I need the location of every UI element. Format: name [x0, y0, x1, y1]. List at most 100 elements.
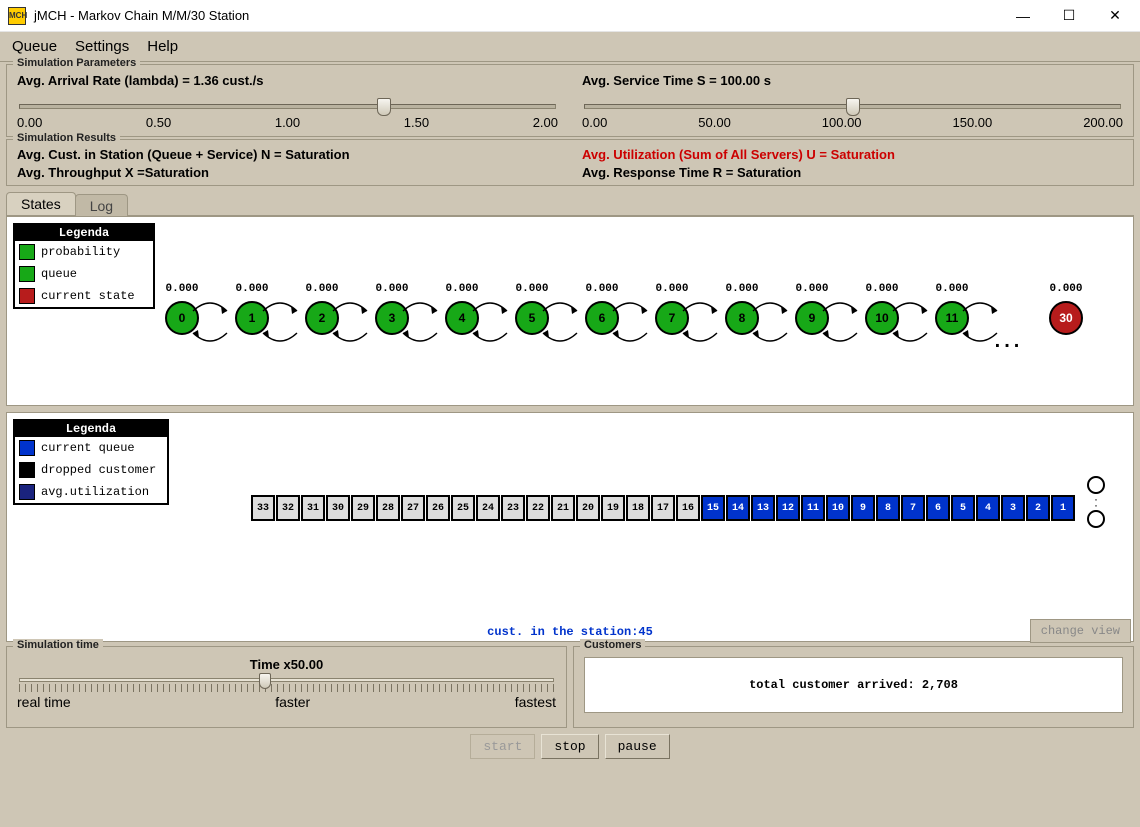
tick-label: 50.00: [698, 115, 731, 130]
markov-state: 0.0003: [357, 283, 427, 373]
start-button[interactable]: start: [470, 734, 535, 759]
queue-slot: 6: [926, 495, 950, 521]
legend-label: dropped customer: [41, 463, 156, 477]
state-probability: 0.000: [375, 283, 408, 295]
markov-state: 0.0006: [567, 283, 637, 373]
frame-title: Simulation time: [13, 639, 103, 651]
markov-state: 0.0001: [217, 283, 287, 373]
simulation-time-panel: Simulation time Time x50.00 real time fa…: [6, 646, 567, 728]
queue-slot: 22: [526, 495, 550, 521]
legend-row: probability: [15, 241, 153, 263]
queue-slot: 24: [476, 495, 500, 521]
markov-state: 0.0004: [427, 283, 497, 373]
legend-row: current queue: [15, 437, 167, 459]
tick-label: 1.50: [404, 115, 429, 130]
queue-slot: 14: [726, 495, 750, 521]
queue-slot: 31: [301, 495, 325, 521]
queue-slot: 11: [801, 495, 825, 521]
close-button[interactable]: ✕: [1092, 1, 1138, 31]
tick-label: 100.00: [822, 115, 862, 130]
control-buttons: start stop pause: [0, 734, 1140, 759]
tabs: States Log: [6, 192, 1134, 216]
customers-in-station: cust. in the station:45: [487, 625, 653, 639]
maximize-button[interactable]: ☐: [1046, 1, 1092, 31]
markov-state: 0.0002: [287, 283, 357, 373]
service-slider-thumb[interactable]: [846, 98, 860, 116]
queue-slot: 26: [426, 495, 450, 521]
legend-title: Legenda: [15, 421, 167, 437]
menubar: Queue Settings Help: [0, 32, 1140, 62]
state-probability: 0.000: [725, 283, 758, 295]
queue-slot: 8: [876, 495, 900, 521]
state-probability: 0.000: [655, 283, 688, 295]
frame-title: Simulation Results: [13, 132, 120, 144]
tick-label: 0.00: [17, 115, 42, 130]
stop-button[interactable]: stop: [541, 734, 598, 759]
lambda-slider-thumb[interactable]: [377, 98, 391, 116]
tick-label: 2.00: [533, 115, 558, 130]
service-slider[interactable]: [584, 104, 1121, 109]
result-X: Avg. Throughput X =Saturation: [17, 164, 558, 182]
time-label-left: real time: [17, 694, 71, 710]
queue-slot: 21: [551, 495, 575, 521]
chain-legend: Legenda probabilityqueuecurrent state: [13, 223, 155, 309]
queue-slot: 33: [251, 495, 275, 521]
tick-label: 0.00: [582, 115, 607, 130]
queue-slot: 10: [826, 495, 850, 521]
time-slider-thumb[interactable]: [259, 673, 271, 689]
legend-label: current queue: [41, 441, 135, 455]
tick-label: 200.00: [1083, 115, 1123, 130]
change-view-button[interactable]: change view: [1030, 619, 1131, 643]
markov-state: 0.00011: [917, 283, 987, 373]
markov-state: 0.0009: [777, 283, 847, 373]
pause-button[interactable]: pause: [605, 734, 670, 759]
minimize-button[interactable]: —: [1000, 1, 1046, 31]
state-probability: 0.000: [935, 283, 968, 295]
queue-slot: 2: [1026, 495, 1050, 521]
legend-swatch: [19, 288, 35, 304]
tab-log[interactable]: Log: [75, 194, 128, 217]
simulation-results-panel: Simulation Results Avg. Cust. in Station…: [6, 139, 1134, 186]
tab-states[interactable]: States: [6, 192, 76, 215]
queue-slot: 18: [626, 495, 650, 521]
queue-slot: 3: [1001, 495, 1025, 521]
queue-slot: 29: [351, 495, 375, 521]
legend-swatch: [19, 484, 35, 500]
queue-legend: Legenda current queue dropped customer avg…: [13, 419, 169, 505]
markov-state: 0.0000: [147, 283, 217, 373]
state-probability: 0.000: [585, 283, 618, 295]
state-probability: 0.000: [445, 283, 478, 295]
queue-slot: 25: [451, 495, 475, 521]
app-icon: MCH: [8, 7, 26, 25]
legend-swatch: [19, 266, 35, 282]
state-probability: 0.000: [1049, 283, 1082, 295]
menu-help[interactable]: Help: [147, 38, 178, 55]
legend-row: current state: [15, 285, 153, 307]
queue-slot: 1: [1051, 495, 1075, 521]
queue-slot: 15: [701, 495, 725, 521]
legend-label: probability: [41, 245, 120, 259]
menu-settings[interactable]: Settings: [75, 38, 129, 55]
customers-panel: Customers total customer arrived: 2,708: [573, 646, 1134, 728]
legend-swatch: [19, 462, 35, 478]
transition-arrows-icon: [961, 297, 999, 347]
result-R: Avg. Response Time R = Saturation: [582, 164, 1123, 182]
lambda-label: Avg. Arrival Rate (lambda) = 1.36 cust./…: [17, 73, 558, 98]
titlebar: MCH jMCH - Markov Chain M/M/30 Station —…: [0, 0, 1140, 32]
tick-label: 150.00: [952, 115, 992, 130]
queue-slot: 17: [651, 495, 675, 521]
queue-panel: Legenda current queue dropped customer avg…: [6, 412, 1134, 642]
simulation-parameters-panel: Simulation Parameters Avg. Arrival Rate …: [6, 64, 1134, 137]
legend-swatch: [19, 244, 35, 260]
state-probability: 0.000: [515, 283, 548, 295]
queue-slot: 4: [976, 495, 1000, 521]
legend-label: avg.utilization: [41, 485, 149, 499]
total-customers: total customer arrived: 2,708: [584, 657, 1123, 713]
legend-label: current state: [41, 289, 135, 303]
markov-state: 0.0005: [497, 283, 567, 373]
time-slider[interactable]: [19, 678, 554, 682]
menu-queue[interactable]: Queue: [12, 38, 57, 55]
queue-slot: 7: [901, 495, 925, 521]
queue-slot: 13: [751, 495, 775, 521]
lambda-slider[interactable]: [19, 104, 556, 109]
